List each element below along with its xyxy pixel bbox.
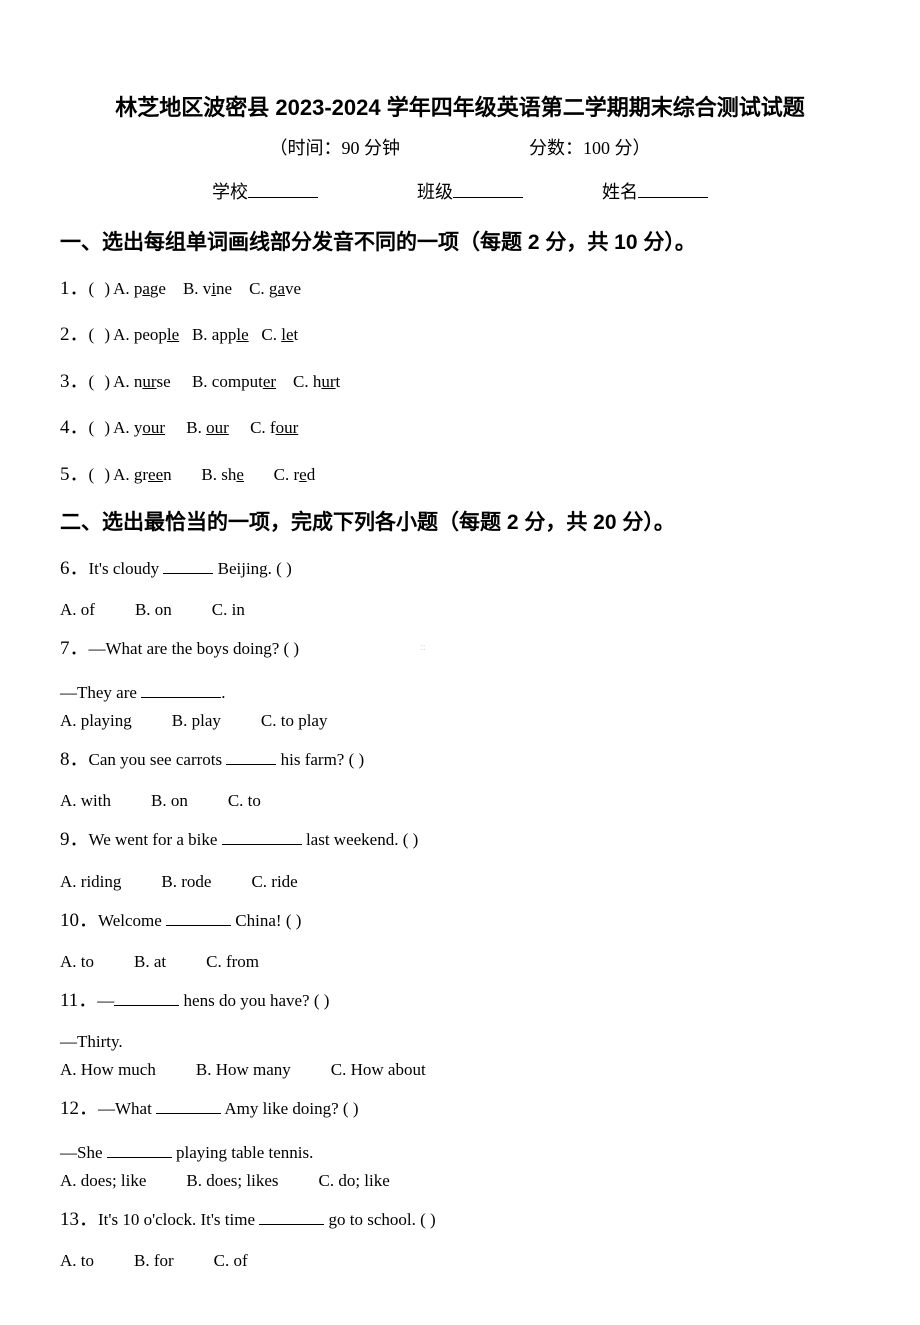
q13-optA[interactable]: A. to: [60, 1251, 94, 1270]
question-5: 5．( )A. green B. she C. red: [60, 460, 860, 490]
class-label: 班级: [417, 182, 453, 202]
q3-num: 3．: [60, 371, 89, 392]
watermark: ::: [420, 642, 426, 653]
q6-optC[interactable]: C. in: [212, 600, 245, 619]
q13-optB[interactable]: B. for: [134, 1251, 174, 1270]
q12-optC[interactable]: C. do; like: [319, 1171, 390, 1190]
section1-header: 一、选出每组单词画线部分发音不同的一项（每题 2 分，共 10 分）。: [60, 226, 860, 256]
name-blank[interactable]: [638, 180, 708, 198]
q7-options: A. playing B. play C. to play: [60, 711, 860, 731]
q11-line2: —Thirty.: [60, 1032, 860, 1052]
exam-title: 林芝地区波密县 2023-2024 学年四年级英语第二学期期末综合测试试题: [60, 90, 860, 122]
q8-optC[interactable]: C. to: [228, 791, 261, 810]
q6-optA[interactable]: A. of: [60, 600, 95, 619]
exam-subtitle: （时间：90 分钟 分数：100 分）: [60, 134, 860, 160]
q6-options: A. of B. on C. in: [60, 600, 860, 620]
question-12: 12．—What Amy like doing? ( ): [60, 1094, 860, 1124]
q10-optC[interactable]: C. from: [206, 952, 259, 971]
q12-num: 12．: [60, 1098, 98, 1119]
q10-optA[interactable]: A. to: [60, 952, 94, 971]
q8-optA[interactable]: A. with: [60, 791, 111, 810]
q12-options: A. does; like B. does; likes C. do; like: [60, 1171, 860, 1191]
q11-num: 11．: [60, 990, 97, 1011]
q7-optC[interactable]: C. to play: [261, 711, 328, 730]
q9-optA[interactable]: A. riding: [60, 872, 121, 891]
q12-line2: —She playing table tennis.: [60, 1141, 860, 1163]
q8-optB[interactable]: B. on: [151, 791, 188, 810]
q13-num: 13．: [60, 1209, 98, 1230]
q13-optC[interactable]: C. of: [214, 1251, 248, 1270]
q9-optB[interactable]: B. rode: [161, 872, 211, 891]
question-2: 2．( )A. people B. apple C. let: [60, 320, 860, 350]
q10-optB[interactable]: B. at: [134, 952, 166, 971]
time-label: （时间：90 分钟: [270, 138, 401, 158]
q2-num: 2．: [60, 324, 89, 345]
question-9: 9．We went for a bike last weekend. ( ): [60, 825, 860, 855]
q12-optA[interactable]: A. does; like: [60, 1171, 146, 1190]
question-8: 8．Can you see carrots his farm? ( ): [60, 745, 860, 775]
q9-num: 9．: [60, 829, 89, 850]
school-blank[interactable]: [248, 180, 318, 198]
q1-num: 1．: [60, 278, 89, 299]
q10-options: A. to B. at C. from: [60, 952, 860, 972]
q7-num: 7．: [60, 638, 89, 659]
q10-num: 10．: [60, 910, 98, 931]
q7-optA[interactable]: A. playing: [60, 711, 132, 730]
question-1: 1．( )A. page B. vine C. gave: [60, 274, 860, 304]
student-info-row: 学校 班级 姓名: [60, 178, 860, 204]
question-10: 10．Welcome China! ( ): [60, 906, 860, 936]
q5-num: 5．: [60, 464, 89, 485]
class-blank[interactable]: [453, 180, 523, 198]
q13-options: A. to B. for C. of: [60, 1251, 860, 1271]
q6-optB[interactable]: B. on: [135, 600, 172, 619]
q4-num: 4．: [60, 417, 89, 438]
section2-header: 二、选出最恰当的一项，完成下列各小题（每题 2 分，共 20 分）。: [60, 506, 860, 536]
question-13: 13．It's 10 o'clock. It's time go to scho…: [60, 1205, 860, 1235]
q11-optA[interactable]: A. How much: [60, 1060, 156, 1079]
question-11: 11．— hens do you have? ( ): [60, 986, 860, 1016]
q8-num: 8．: [60, 749, 89, 770]
name-label: 姓名: [602, 182, 638, 202]
q11-optB[interactable]: B. How many: [196, 1060, 291, 1079]
score-label: 分数：100 分）: [529, 138, 651, 158]
question-3: 3．( )A. nurse B. computer C. hurt: [60, 367, 860, 397]
q7-line2: —They are .: [60, 681, 860, 703]
school-label: 学校: [212, 182, 248, 202]
q11-optC[interactable]: C. How about: [331, 1060, 426, 1079]
question-4: 4．( )A. your B. our C. four: [60, 413, 860, 443]
question-6: 6．It's cloudy Beijing. ( ): [60, 554, 860, 584]
q9-options: A. riding B. rode C. ride: [60, 872, 860, 892]
q7-optB[interactable]: B. play: [172, 711, 221, 730]
q6-num: 6．: [60, 558, 89, 579]
question-7: 7．—What are the boys doing? ( ): [60, 634, 860, 664]
q12-optB[interactable]: B. does; likes: [186, 1171, 278, 1190]
q9-optC[interactable]: C. ride: [251, 872, 297, 891]
q11-options: A. How much B. How many C. How about: [60, 1060, 860, 1080]
q8-options: A. with B. on C. to: [60, 791, 860, 811]
